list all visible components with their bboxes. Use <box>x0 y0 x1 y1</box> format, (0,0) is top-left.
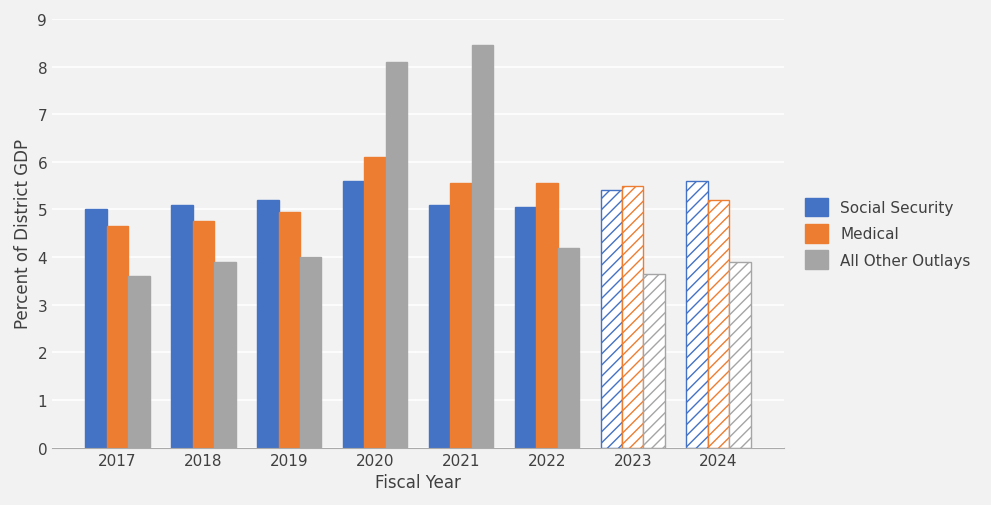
Bar <box>536 184 558 448</box>
Bar <box>450 184 472 448</box>
Bar <box>558 248 579 448</box>
Bar <box>300 258 321 448</box>
Bar <box>107 227 128 448</box>
X-axis label: Fiscal Year: Fiscal Year <box>376 473 461 491</box>
Bar <box>278 213 300 448</box>
Bar <box>472 46 494 448</box>
Bar <box>643 274 665 448</box>
Bar <box>708 200 729 448</box>
Bar <box>257 200 278 448</box>
Bar <box>192 222 214 448</box>
Bar <box>514 208 536 448</box>
Bar <box>687 181 708 448</box>
Bar <box>343 181 365 448</box>
Bar <box>385 63 407 448</box>
Legend: Social Security, Medical, All Other Outlays: Social Security, Medical, All Other Outl… <box>799 192 977 275</box>
Bar <box>429 206 450 448</box>
Bar <box>622 186 643 448</box>
Bar <box>85 210 107 448</box>
Bar <box>128 277 150 448</box>
Bar <box>214 263 236 448</box>
Bar <box>171 206 192 448</box>
Bar <box>601 191 622 448</box>
Bar <box>729 263 751 448</box>
Y-axis label: Percent of District GDP: Percent of District GDP <box>14 139 32 329</box>
Bar <box>365 158 385 448</box>
